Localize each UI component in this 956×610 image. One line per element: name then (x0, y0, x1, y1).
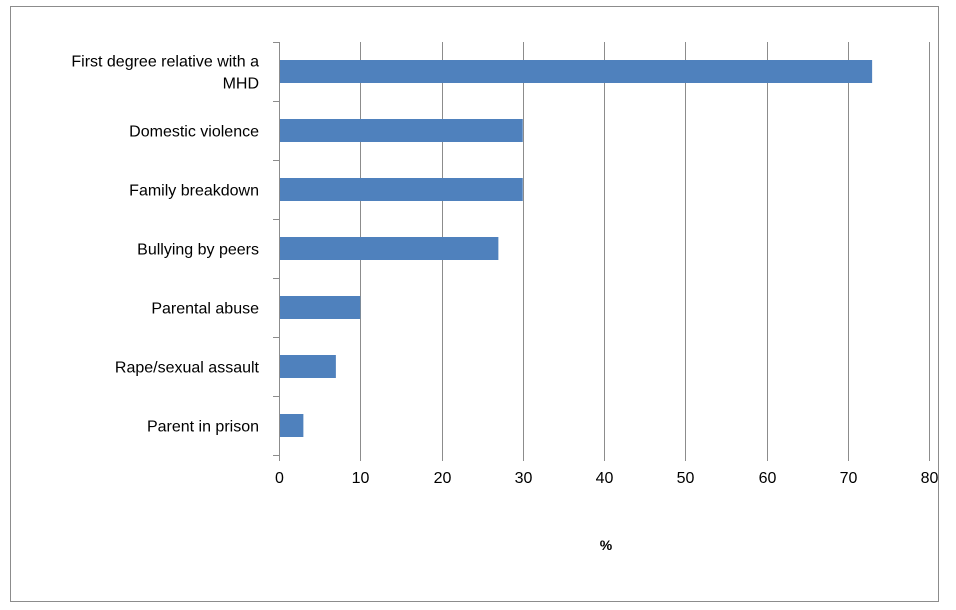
bar (280, 355, 336, 378)
tick-labels: 0 10 20 30 40 50 60 70 80 (275, 470, 938, 487)
category-label: Domestic violence (129, 124, 259, 141)
x-tick-label: 20 (434, 470, 452, 487)
x-tick-label: 80 (921, 470, 939, 487)
x-axis-title: % (600, 537, 613, 553)
bar (280, 296, 361, 319)
category-label: Rape/sexual assault (115, 360, 260, 377)
x-tick-label: 40 (596, 470, 614, 487)
x-tick-label: 70 (840, 470, 858, 487)
bar (280, 414, 304, 437)
category-label: Family breakdown (129, 183, 259, 200)
x-tick-label: 30 (515, 470, 533, 487)
gridlines (360, 42, 930, 455)
bars (280, 60, 873, 437)
category-labels: First degree relative with a MHD Domestic … (71, 54, 259, 436)
x-tick-label: 0 (275, 470, 284, 487)
bar (280, 60, 873, 83)
bar (280, 178, 523, 201)
x-tick-label: 50 (677, 470, 695, 487)
x-tick-label: 60 (759, 470, 777, 487)
chart-frame (10, 6, 939, 602)
category-label: First degree relative with a MHD (71, 54, 259, 93)
bar (280, 237, 499, 260)
axes (273, 42, 930, 461)
category-label: Parental abuse (151, 301, 259, 318)
category-label: Bullying by peers (137, 242, 259, 259)
bar (280, 119, 523, 142)
category-label: Parent in prison (147, 419, 259, 436)
x-tick-label: 10 (352, 470, 370, 487)
